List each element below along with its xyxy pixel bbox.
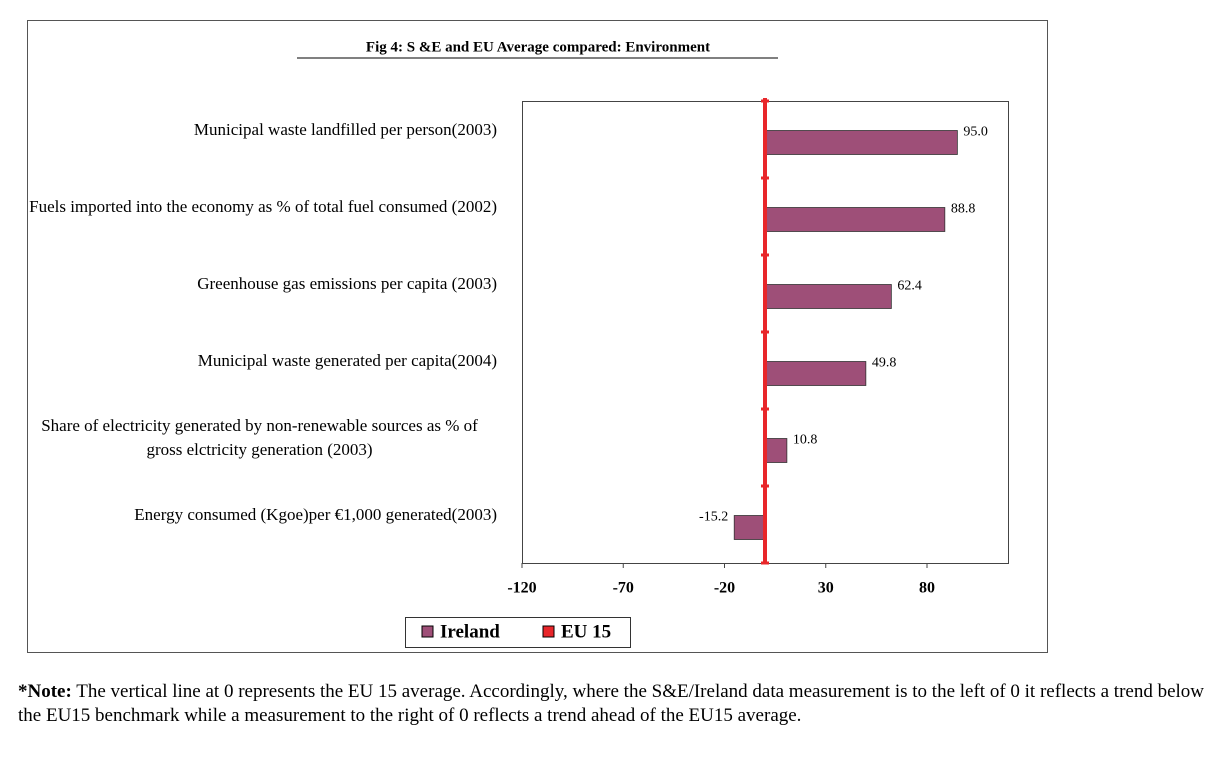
category-label: Share of electricity generated by non-re… bbox=[41, 415, 478, 459]
legend-label: Ireland bbox=[440, 621, 500, 642]
data-label: -15.2 bbox=[699, 510, 728, 525]
category-label: Municipal waste landfilled per person(20… bbox=[193, 119, 497, 139]
bar bbox=[764, 207, 946, 232]
note-text: The vertical line at 0 represents the EU… bbox=[18, 681, 1205, 726]
legend-label: EU 15 bbox=[561, 621, 611, 642]
bar bbox=[764, 361, 867, 386]
bar bbox=[764, 284, 892, 309]
category-label: Fuels imported into the economy as % of … bbox=[29, 196, 497, 216]
x-tick-label: -20 bbox=[714, 580, 735, 597]
x-tick-label: -70 bbox=[613, 580, 634, 597]
x-tick-label: -120 bbox=[507, 580, 536, 597]
legend bbox=[405, 617, 631, 648]
note: *Note: The vertical line at 0 represents… bbox=[18, 680, 1218, 728]
legend-swatch bbox=[421, 625, 434, 638]
legend-swatch bbox=[542, 625, 555, 638]
data-label: 95.0 bbox=[963, 125, 988, 140]
chart-title: Fig 4: S &E and EU Average compared: Env… bbox=[366, 39, 710, 55]
bar bbox=[733, 515, 766, 540]
bar bbox=[764, 438, 788, 463]
note-label: *Note: bbox=[18, 681, 72, 702]
bar bbox=[764, 130, 958, 155]
data-label: 10.8 bbox=[793, 433, 818, 448]
data-label: 88.8 bbox=[951, 202, 976, 217]
data-label: 62.4 bbox=[897, 279, 922, 294]
category-label: Municipal waste generated per capita(200… bbox=[197, 350, 497, 370]
x-tick-label: 30 bbox=[818, 580, 834, 597]
x-tick-label: 80 bbox=[919, 580, 935, 597]
frame bbox=[27, 20, 1048, 653]
category-label: Greenhouse gas emissions per capita (200… bbox=[197, 273, 497, 293]
category-label: Energy consumed (Kgoe)per €1,000 generat… bbox=[134, 504, 497, 524]
data-label: 49.8 bbox=[872, 356, 897, 371]
